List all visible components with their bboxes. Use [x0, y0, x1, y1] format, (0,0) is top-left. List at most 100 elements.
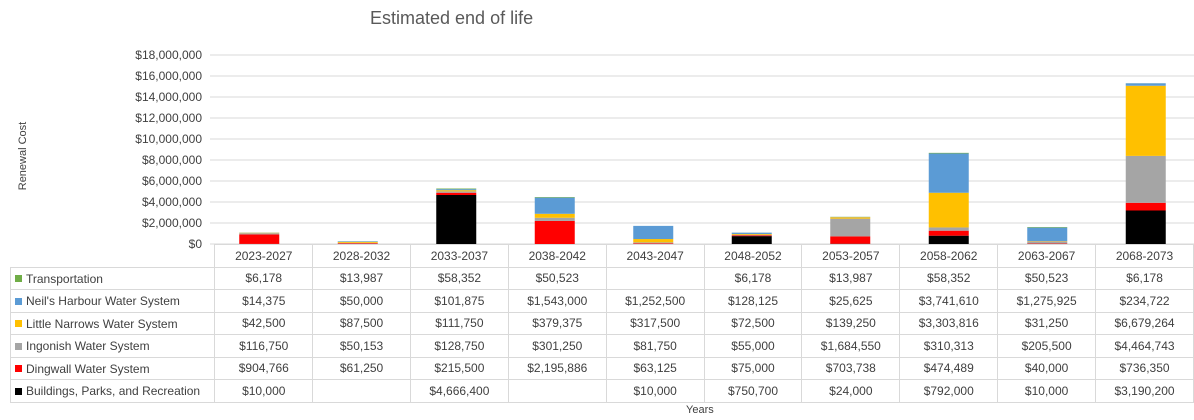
data-label: $50,153 — [312, 334, 411, 358]
bar-segment — [731, 234, 772, 236]
data-label: $128,125 — [703, 289, 803, 313]
data-label: $6,679,264 — [1095, 311, 1194, 335]
data-label: $3,303,816 — [899, 311, 999, 335]
bar-segment — [1125, 202, 1166, 211]
bar-segment — [1125, 85, 1166, 156]
series-name: Buildings, Parks, and Recreation — [26, 384, 201, 399]
data-label: $301,250 — [507, 334, 607, 358]
data-label: $72,500 — [703, 311, 803, 335]
data-label: $40,000 — [997, 356, 1097, 380]
bar-segment — [1027, 227, 1068, 228]
bar-segment — [731, 233, 772, 235]
bar-segment — [633, 239, 674, 243]
legend-swatch — [15, 365, 22, 373]
data-label: $3,741,610 — [899, 289, 999, 313]
data-label: $58,352 — [899, 266, 999, 290]
bar-segment — [1027, 227, 1068, 241]
data-label: $101,875 — [409, 289, 509, 313]
data-label: $904,766 — [214, 356, 314, 380]
bar-segment — [830, 217, 871, 219]
table-row: Dingwall Water System $904,766 $61,250 $215… — [9, 356, 1194, 380]
series-legend-cell: Neil's Harbour Water System — [9, 289, 216, 313]
data-label: $2,195,886 — [507, 356, 607, 380]
bar-segment — [633, 242, 674, 244]
series-name: Transportation — [26, 271, 103, 286]
bar-segment — [534, 197, 575, 214]
y-tick-label: $2,000,000 — [142, 216, 202, 230]
category-label: 2033-2037 — [409, 244, 509, 268]
data-label: $3,190,200 — [1095, 379, 1194, 403]
table-row: Buildings, Parks, and Recreation $10,000 $… — [9, 379, 1194, 403]
data-label: $379,375 — [507, 311, 607, 335]
data-label: $24,000 — [801, 379, 901, 403]
bar-segment — [731, 236, 772, 244]
bar-segment — [239, 234, 280, 244]
data-label — [312, 379, 411, 403]
category-label: 2038-2042 — [507, 244, 607, 268]
data-label: $81,750 — [605, 334, 705, 358]
data-label: $792,000 — [899, 379, 999, 403]
bar-segment — [731, 235, 772, 237]
bar-segment — [1125, 210, 1166, 244]
bar-segment — [928, 235, 969, 244]
legend-swatch — [15, 387, 22, 395]
data-label: $13,987 — [801, 266, 901, 290]
category-label: 2053-2057 — [801, 244, 901, 268]
table-row: Little Narrows Water System $42,500 $87,50… — [9, 311, 1194, 335]
data-label: $50,523 — [997, 266, 1097, 290]
legend-swatch — [15, 275, 22, 283]
y-tick-label: $6,000,000 — [142, 174, 202, 188]
data-table: 2023-2027 2028-2032 2033-2037 2038-2042 2043… — [9, 244, 1194, 403]
data-label: $474,489 — [899, 356, 999, 380]
bar-segment — [436, 190, 477, 192]
bar-segment — [928, 192, 969, 228]
data-label: $1,275,925 — [997, 289, 1097, 313]
bar-segment — [436, 189, 477, 191]
category-label: 2048-2052 — [703, 244, 803, 268]
data-label: $205,500 — [997, 334, 1097, 358]
bar-segment — [436, 188, 477, 190]
series-legend-cell: Dingwall Water System — [9, 356, 216, 380]
data-label: $63,125 — [605, 356, 705, 380]
data-label: $61,250 — [312, 356, 411, 380]
series-name: Little Narrows Water System — [26, 316, 178, 331]
data-label: $42,500 — [214, 311, 314, 335]
data-label: $1,252,500 — [605, 289, 705, 313]
bar-segment — [1125, 83, 1166, 86]
legend-swatch — [15, 320, 22, 328]
data-label: $139,250 — [801, 311, 901, 335]
category-label: 2043-2047 — [605, 244, 705, 268]
table-corner — [10, 244, 216, 267]
data-label: $116,750 — [214, 334, 314, 358]
data-label: $128,750 — [409, 334, 509, 358]
bar-segment — [1027, 241, 1068, 244]
bar-segment — [436, 191, 477, 193]
data-label: $50,523 — [507, 266, 607, 290]
bar-segment — [436, 192, 477, 196]
data-label: $1,543,000 — [507, 289, 607, 313]
chart-title: Estimated end of life — [370, 8, 534, 28]
data-label: $25,625 — [801, 289, 901, 313]
bar-segment — [337, 242, 378, 244]
y-tick-label: $12,000,000 — [135, 111, 202, 125]
y-tick-label: $14,000,000 — [135, 90, 202, 104]
x-axis-label: Years — [686, 404, 714, 416]
series-name: Ingonish Water System — [26, 339, 150, 354]
table-row: Ingonish Water System $116,750 $50,153 $128… — [9, 334, 1194, 358]
data-label: $6,178 — [214, 266, 314, 290]
data-label: $50,000 — [312, 289, 411, 313]
legend-swatch — [15, 297, 22, 305]
data-label: $736,350 — [1095, 356, 1194, 380]
data-label: $14,375 — [214, 289, 314, 313]
legend-swatch — [15, 342, 22, 350]
bar-segment — [731, 232, 772, 234]
data-label: $58,352 — [409, 266, 509, 290]
bar-segment — [830, 218, 871, 237]
category-label: 2063-2067 — [997, 244, 1097, 268]
data-label: $310,313 — [899, 334, 999, 358]
y-tick-label: $16,000,000 — [135, 69, 202, 83]
data-label — [507, 379, 607, 403]
data-label: $750,700 — [703, 379, 803, 403]
bar-segment — [436, 195, 477, 244]
bar-segment — [633, 225, 674, 240]
